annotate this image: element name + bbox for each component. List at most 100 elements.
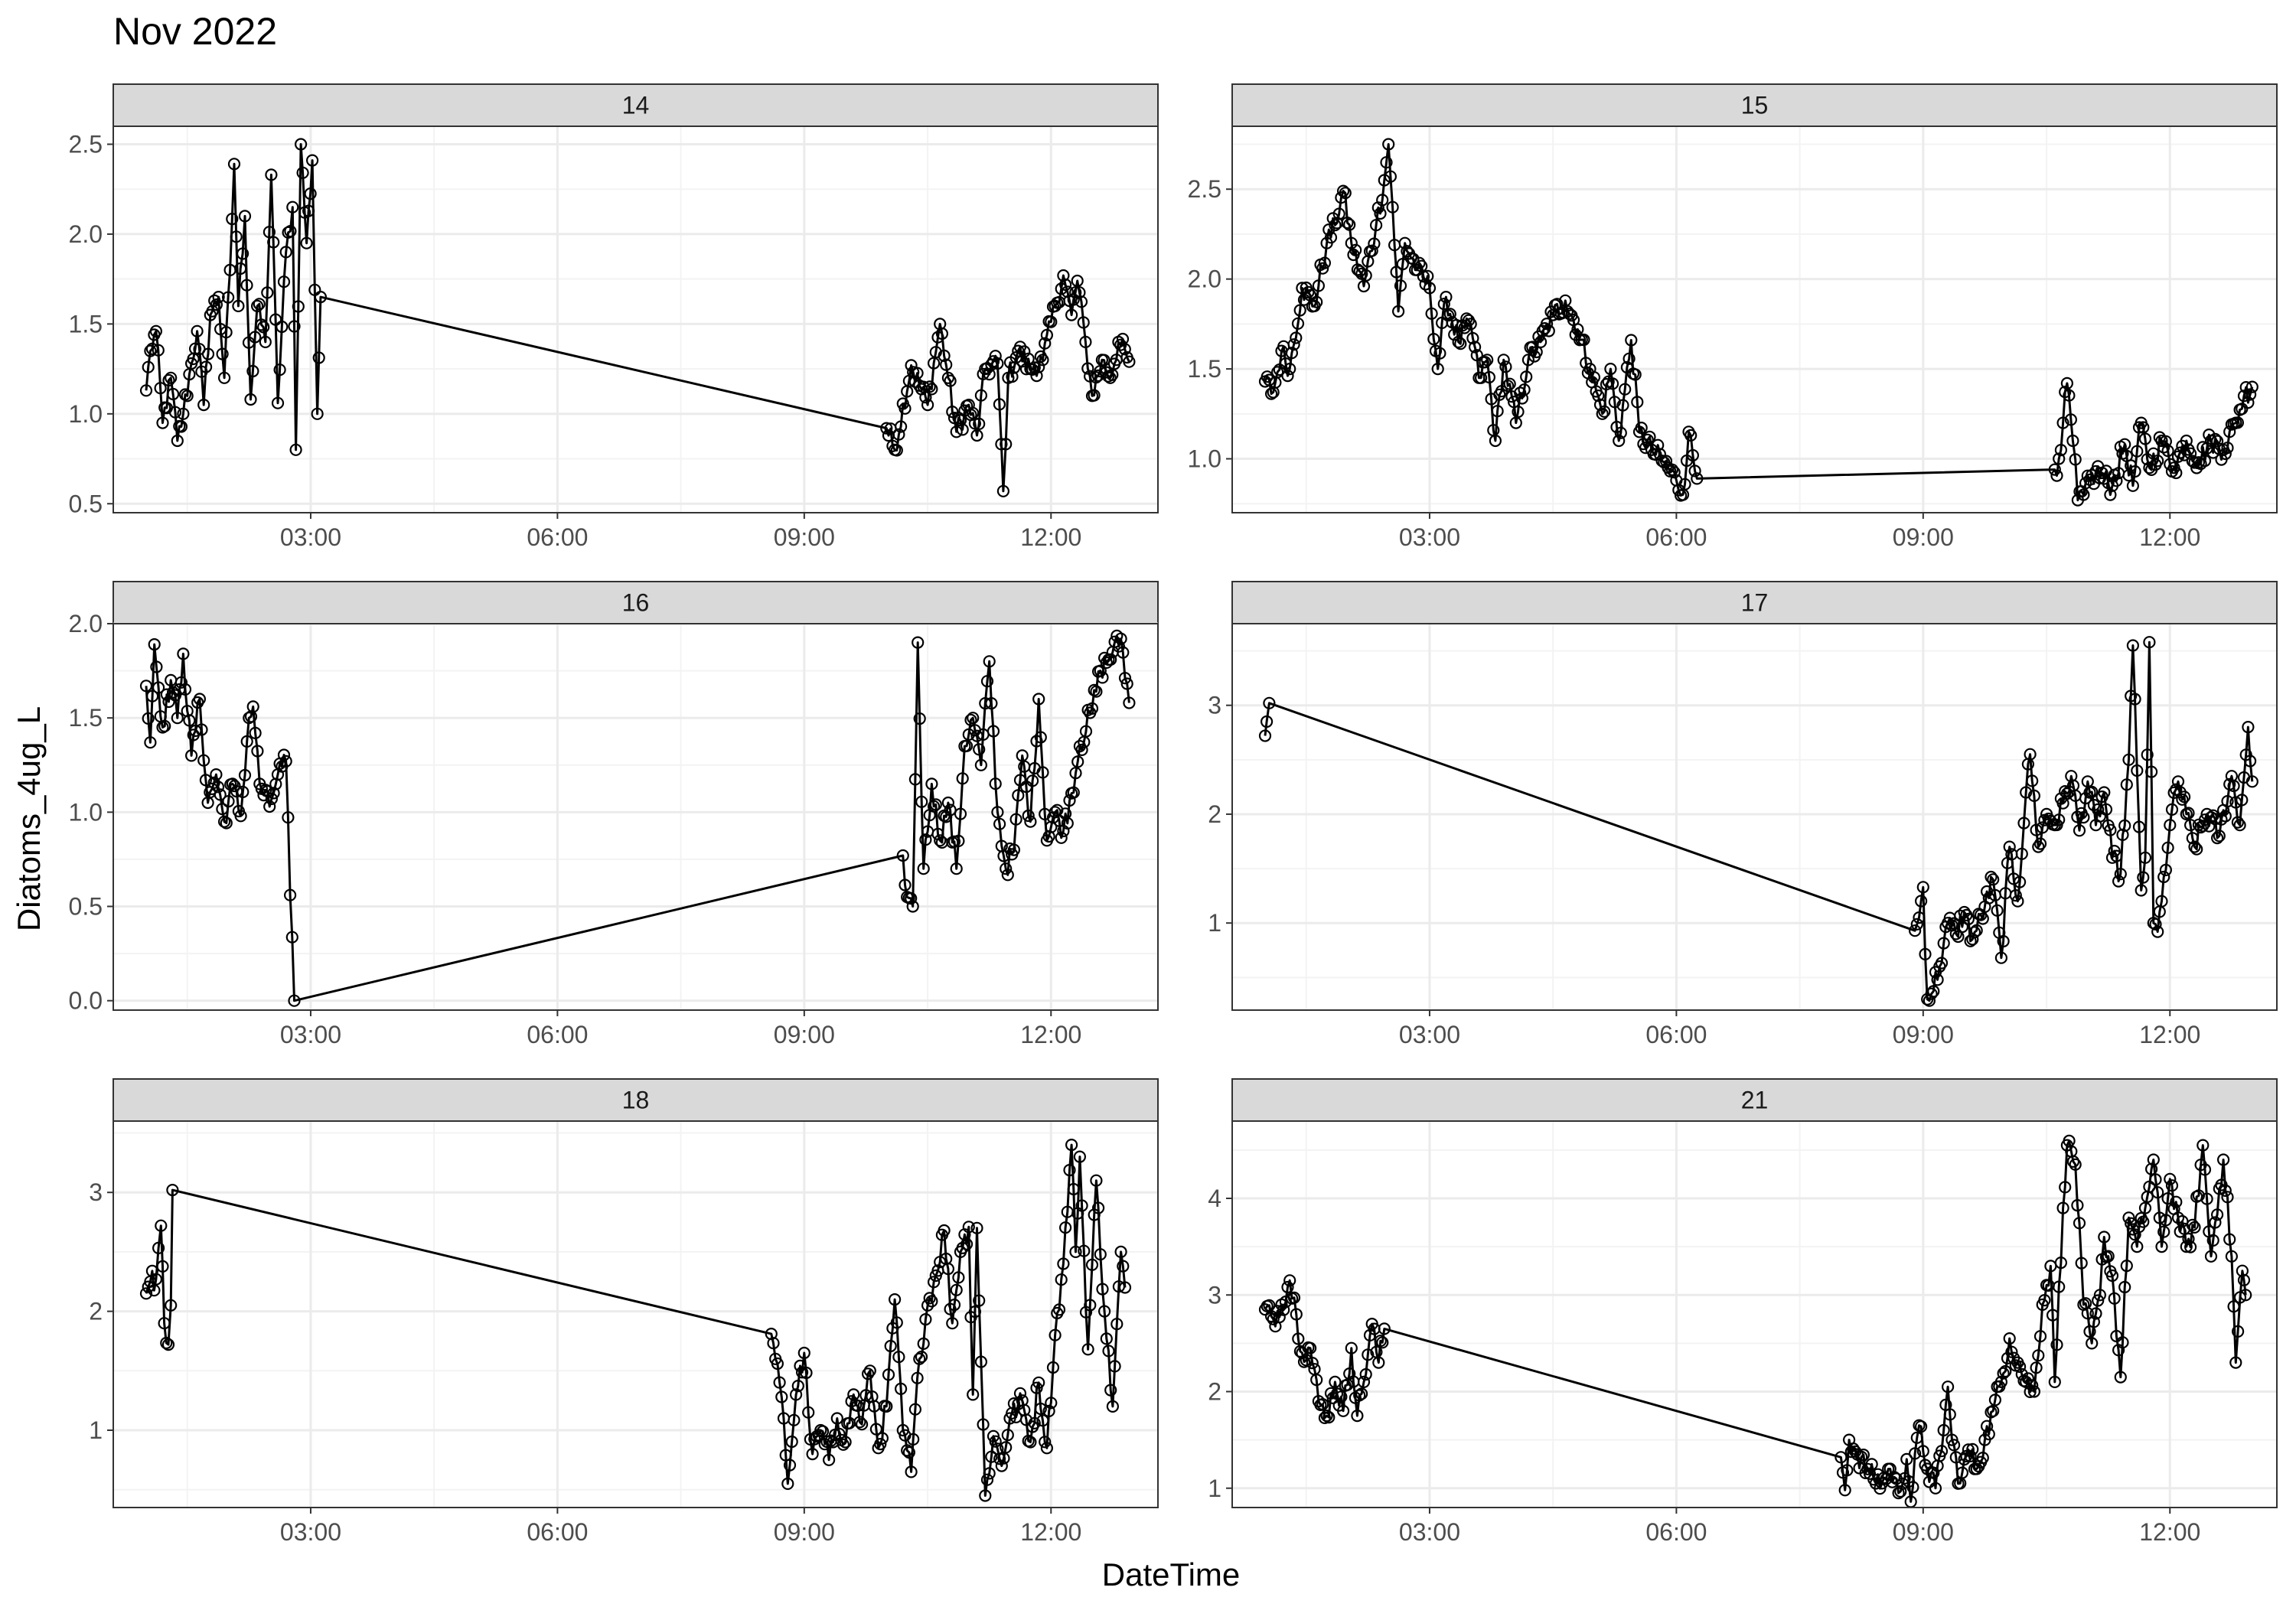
data-point [1386, 200, 1399, 214]
data-point [165, 1299, 178, 1312]
data-point [927, 1276, 941, 1289]
facet-panel-18: 18 03:00 06:00 09:00 12:00 1 2 3 [89, 1078, 1159, 1546]
data-point [1032, 1376, 1045, 1389]
data-point [993, 1452, 1006, 1465]
data-point [1440, 291, 1453, 304]
x-tick-label: 06:00 [1645, 1021, 1707, 1048]
data-point [1293, 304, 1306, 317]
data-point [1085, 1258, 1099, 1271]
data-point [773, 1376, 786, 1389]
data-point [956, 423, 969, 436]
data-point [941, 1262, 955, 1276]
data-point [2227, 779, 2240, 793]
data-point [253, 298, 266, 311]
data-point [1069, 767, 1082, 780]
data-point [1079, 1305, 1093, 1319]
data-point [1391, 305, 1405, 318]
data-point [905, 892, 918, 905]
data-point [144, 736, 157, 749]
data-point [1316, 262, 1329, 275]
data-point [1970, 924, 1983, 937]
data-point [1097, 1305, 1111, 1318]
data-point [997, 849, 1010, 862]
data-point [1123, 696, 1136, 709]
data-point [1894, 1485, 1907, 1498]
data-point [908, 773, 922, 786]
data-point [1114, 1245, 1127, 1259]
plot-background [113, 126, 1158, 513]
data-point [2126, 639, 2139, 652]
data-point [2138, 851, 2152, 864]
data-point [2182, 1232, 2195, 1246]
facet-panel-21: 21 03:00 06:00 09:00 12:00 1 2 3 4 [1208, 1078, 2278, 1546]
data-point [962, 728, 975, 742]
data-point [2206, 1234, 2219, 1247]
data-point [246, 364, 259, 378]
data-point [1045, 315, 1058, 328]
data-point [781, 1477, 794, 1491]
data-point [226, 213, 239, 226]
data-point [2137, 1215, 2150, 1228]
data-point [311, 407, 324, 420]
data-point [2176, 793, 2189, 806]
data-point [1925, 987, 1938, 1000]
data-point [276, 320, 289, 334]
data-point [993, 817, 1006, 830]
data-point [2056, 416, 2069, 429]
data-point [929, 798, 942, 811]
data-point [1489, 434, 1502, 448]
data-point [1994, 1375, 2007, 1389]
data-point [2093, 1289, 2106, 1302]
data-point [917, 862, 930, 875]
data-point [993, 398, 1006, 411]
data-point [156, 1260, 169, 1273]
data-point [962, 1221, 975, 1234]
data-point [1686, 448, 1699, 462]
data-point [1976, 1451, 1989, 1465]
data-point [1635, 421, 1648, 435]
data-point [2108, 1292, 2121, 1305]
data-point [2217, 1153, 2230, 1166]
x-tick-label: 03:00 [280, 1518, 341, 1546]
data-point [2033, 837, 2047, 850]
data-point [980, 675, 994, 688]
y-tick-label: 1 [89, 1416, 103, 1444]
y-tick-label: 1.5 [69, 310, 103, 337]
data-point [2098, 1231, 2111, 1244]
data-point [149, 1273, 162, 1286]
data-point [296, 166, 309, 179]
data-point [771, 1357, 784, 1371]
data-point [1994, 951, 2007, 964]
data-point [2180, 1240, 2193, 1253]
data-point [1055, 831, 1068, 844]
data-point [2017, 817, 2030, 830]
data-point [1958, 905, 1971, 919]
y-tick-label: 2 [1208, 1378, 1221, 1406]
data-point [931, 331, 944, 344]
data-point [1316, 1397, 1329, 1411]
data-point [160, 688, 173, 701]
data-point [905, 359, 918, 372]
data-point [938, 349, 951, 362]
data-point [899, 878, 912, 892]
data-point [1678, 478, 1691, 491]
data-point [2137, 871, 2150, 884]
data-point [240, 735, 253, 748]
data-point [1118, 1281, 1132, 1294]
x-tick-label: 09:00 [774, 523, 835, 551]
data-point [2110, 474, 2123, 487]
data-point [1075, 743, 1088, 757]
data-point [915, 1350, 928, 1364]
data-point [167, 387, 180, 401]
data-point [269, 313, 282, 326]
data-point [940, 358, 953, 371]
data-point [2011, 895, 2024, 908]
data-point [1290, 1308, 1303, 1321]
data-point [2151, 1186, 2164, 1199]
data-point [1606, 377, 1619, 390]
data-point [2232, 1325, 2245, 1338]
data-point [970, 729, 983, 742]
data-point [1503, 377, 1516, 390]
data-point [144, 344, 157, 357]
data-point [1382, 138, 1395, 151]
